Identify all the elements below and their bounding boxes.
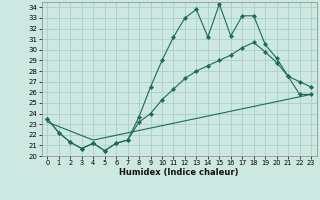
X-axis label: Humidex (Indice chaleur): Humidex (Indice chaleur) — [119, 168, 239, 177]
